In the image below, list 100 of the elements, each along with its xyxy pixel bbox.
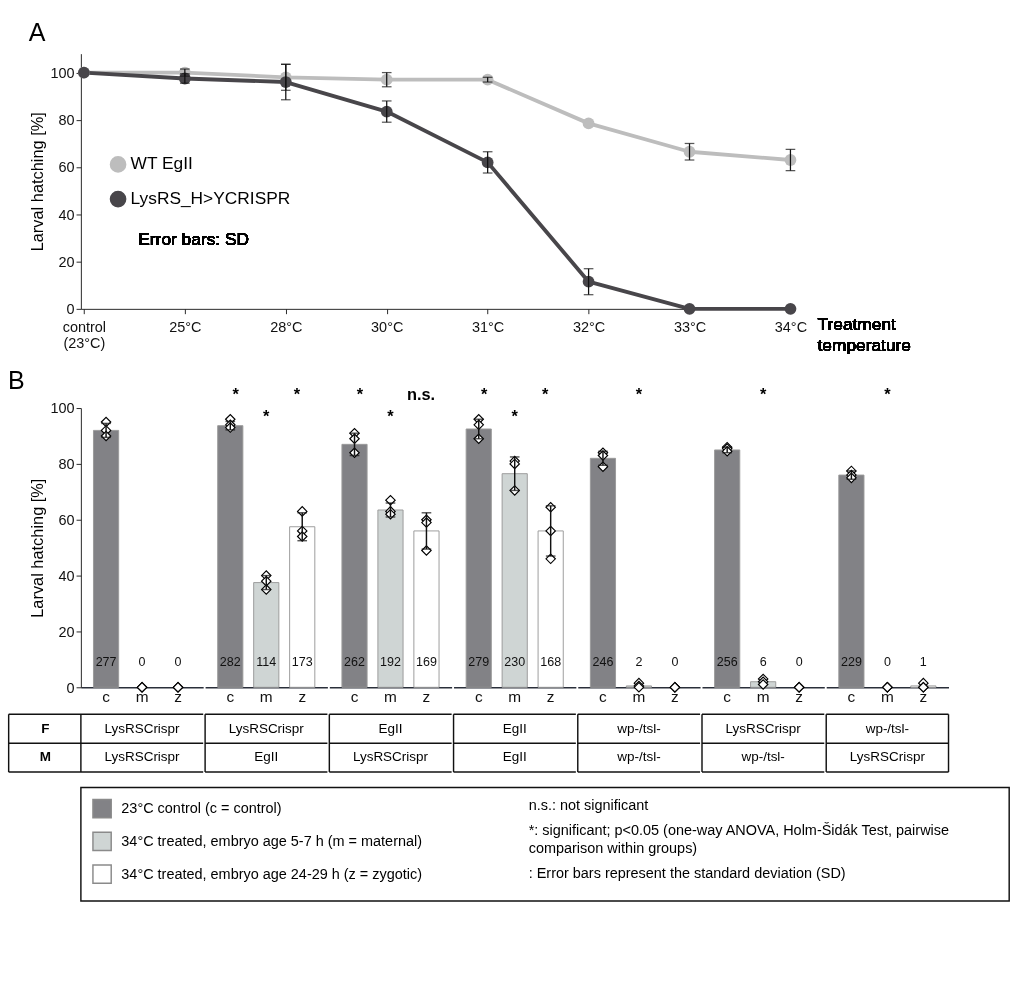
x-tick-label: 34°C [774, 318, 808, 335]
annotation: 0 [795, 655, 803, 670]
y-tick-label: 40 [58, 567, 75, 584]
x-tick-label: z [795, 688, 803, 706]
x-tick-label: control (23°C) [62, 318, 107, 351]
annotation: 0 [138, 655, 146, 670]
x-tick-label: z [671, 688, 679, 706]
x-tick-label: c [723, 688, 732, 706]
y-tick-label: 60 [58, 512, 75, 529]
legend-label: 34°C treated, embryo age 5-7 h (m = maternal) [121, 833, 423, 850]
x-tick-label: 33°C [673, 318, 707, 335]
text: * [542, 385, 550, 404]
text: LysRSCrispr [104, 720, 181, 736]
annotation: 114 [256, 655, 277, 670]
text: LysRSCrispr [849, 749, 926, 765]
text: * [232, 385, 240, 404]
annotation: 1 [919, 655, 927, 670]
x-tick-label: 30°C [371, 318, 404, 335]
legend-label: 23°C control (c = control) [121, 800, 282, 817]
text: * [635, 385, 643, 404]
annotation: 0 [671, 655, 679, 670]
text: M [39, 749, 51, 765]
text: wp-/tsl- [616, 749, 661, 765]
x-axis-title: Treatment temperature [817, 314, 911, 356]
x-tick-label: m [259, 688, 273, 706]
annotation: 230 [504, 655, 526, 670]
x-tick-label: 25°C [169, 318, 202, 335]
x-tick-label: m [880, 688, 894, 706]
annotation: 2 [635, 655, 643, 670]
annotation: 256 [716, 655, 738, 670]
x-tick-label: z [174, 688, 182, 706]
x-tick-label: 28°C [270, 318, 303, 335]
y-axis-title: Larval hatching [%] [27, 478, 46, 618]
text: * [480, 385, 488, 404]
y-tick-label: 80 [58, 456, 75, 473]
y-axis-title: Larval hatching [%] [27, 112, 46, 252]
x-tick-label: c [226, 688, 235, 706]
text: EgII [502, 749, 527, 765]
x-tick-label: c [474, 688, 483, 706]
x-tick-label: m [384, 688, 397, 706]
text: *: significant; p<0.05 (one-way ANOVA, Holm-Šidák Test, pairwise comparison within groups) [528, 821, 950, 856]
x-tick-label: m [632, 688, 646, 706]
text: LysRSCrispr [228, 720, 305, 736]
annotation: * [263, 406, 271, 425]
annotation: * [511, 406, 519, 425]
y-tick-label: 60 [58, 159, 75, 176]
text: * [293, 385, 301, 404]
x-tick-label: m [756, 688, 770, 706]
annotation: Error bars: SD [138, 229, 250, 250]
annotation: 173 [291, 655, 313, 670]
annotation: 229 [840, 655, 862, 670]
x-tick-label: c [102, 688, 111, 706]
text: LysRSCrispr [352, 749, 429, 765]
text: F [41, 720, 50, 736]
text: LysRSCrispr [104, 749, 181, 765]
annotation: 262 [344, 655, 365, 670]
y-tick-label: 100 [50, 400, 75, 417]
x-tick-label: c [350, 688, 359, 706]
annotation: 277 [95, 655, 117, 670]
annotation: 192 [380, 655, 401, 670]
text: * [884, 385, 892, 404]
annotation: 246 [592, 655, 614, 670]
y-tick-label: 20 [58, 623, 75, 640]
legend-label: WT EgII [130, 153, 193, 174]
y-tick-label: 0 [66, 679, 75, 696]
y-tick-label: 0 [66, 301, 75, 318]
legend-label: LysRS_H>YCRISPR [130, 187, 291, 208]
x-tick-label: z [422, 688, 431, 706]
text: EgII [378, 720, 403, 736]
text: LysRSCrispr [725, 720, 802, 736]
x-tick-label: 32°C [572, 318, 606, 335]
annotation: 0 [883, 655, 891, 670]
x-tick-label: c [847, 688, 856, 706]
text: wp-/tsl- [616, 720, 661, 736]
chart-title: B [7, 365, 25, 394]
text: * [356, 385, 364, 404]
x-tick-label: m [508, 688, 522, 706]
chart-title: A [28, 18, 46, 47]
annotation: 6 [759, 655, 767, 670]
y-tick-label: 20 [58, 253, 75, 270]
annotation: 169 [416, 655, 437, 670]
text: n.s.: not significant [528, 796, 649, 813]
text: n.s. [406, 385, 436, 404]
x-tick-label: c [599, 688, 608, 706]
text: : Error bars represent the standard deviation (SD) [528, 864, 846, 881]
annotation: 279 [468, 655, 490, 670]
legend-label: 34°C treated, embryo age 24-29 h (z = zygotic) [121, 865, 423, 882]
x-tick-label: z [919, 688, 928, 706]
x-tick-label: z [546, 688, 555, 706]
x-tick-label: 31°C [472, 318, 505, 335]
text: wp-/tsl- [864, 720, 910, 736]
annotation: 282 [219, 655, 241, 670]
y-tick-label: 80 [58, 112, 75, 129]
text: wp-/tsl- [740, 749, 785, 765]
x-tick-label: m [135, 688, 149, 706]
y-tick-label: 40 [58, 206, 75, 223]
text: * [759, 385, 767, 404]
annotation: 0 [174, 655, 182, 670]
x-tick-label: z [298, 688, 307, 706]
annotation: * [387, 406, 395, 425]
